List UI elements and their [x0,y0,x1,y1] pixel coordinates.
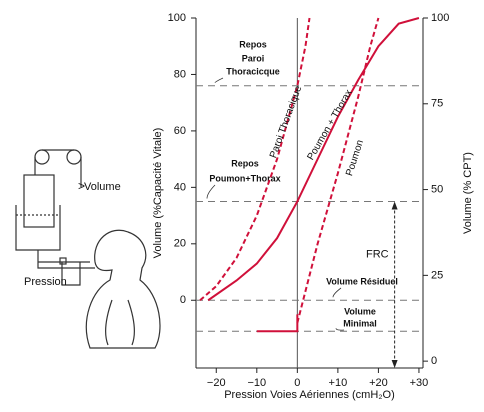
x-tick-label: +10 [329,377,348,389]
y-tick-label: 100 [168,12,186,24]
arrow-glyph: > [78,179,85,193]
y-tick-label: 20 [174,238,186,250]
y2-tick-label: 100 [431,12,449,24]
curve [207,17,420,302]
curve-label: Paroi Thoracique [268,84,304,160]
curve [199,17,311,302]
reference-arrow [332,287,342,298]
y2-tick-label: 0 [431,355,437,367]
curve [296,17,380,324]
x-tick-label: 0 [294,377,300,389]
y-tick-label: 80 [174,68,186,80]
reference-label: Repos [239,39,267,49]
y-tick-label: 0 [180,294,186,306]
reference-label: Minimal [343,318,377,328]
y-tick-label: 40 [174,181,186,193]
x-tick-label: +20 [369,377,388,389]
x-tick-label: −10 [247,377,266,389]
reference-label: Repos [231,158,259,168]
reference-label: Thoracicque [226,66,280,76]
x-tick-label: −20 [207,377,226,389]
y2-tick-label: 50 [431,183,443,195]
reference-arrow [214,77,224,83]
y2-tick-label: 25 [431,269,443,281]
curve-label: Poumon [344,139,366,178]
x-axis-label: Pression Voies Aériennes (cmH₂O) [224,389,395,401]
reference-label: Volume [344,306,376,316]
y2-tick-label: 75 [431,98,443,110]
x-tick-label: +30 [410,377,429,389]
reference-label: Volume Résiduel [326,276,398,286]
reference-label: Poumon+Thorax [209,173,280,183]
reference-label: Paroi [242,53,265,63]
y2-axis-label: Volume (% CPT) [462,152,474,234]
y-tick-label: 60 [174,125,186,137]
reference-arrow [335,328,345,331]
frc-label: FRC [366,249,389,261]
curve [256,314,299,333]
volume-label: Volume [84,181,121,193]
reference-arrow [206,184,216,199]
apparatus-drawing [15,149,161,349]
y-axis-label: Volume (%Capacité Vitale) [152,128,164,259]
curve-label: Poumon + Thorax [305,88,354,162]
pressure-label: Pression [24,276,67,288]
